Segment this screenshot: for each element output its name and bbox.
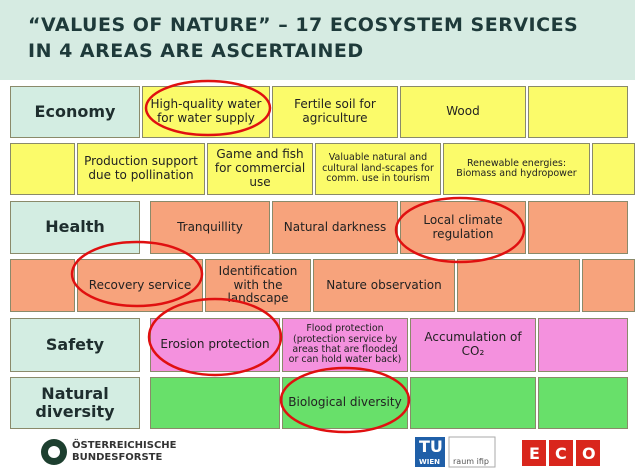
- area-label: Safety: [10, 318, 140, 372]
- logo-text: ÖSTERREICHISCHE BUNDESFORSTE: [72, 440, 176, 463]
- empty-brick: [582, 259, 635, 312]
- empty-brick: [150, 377, 280, 429]
- logo-line: BUNDESFORSTE: [72, 451, 163, 463]
- service-brick: Valuable natural and cultural land-scape…: [315, 143, 441, 195]
- logo-text: raum ifip: [453, 457, 489, 466]
- logo-text: TU: [419, 437, 443, 456]
- title-line: “VALUES OF NATURE” – 17 ECOSYSTEM SERVIC…: [28, 14, 579, 36]
- empty-brick: [457, 259, 580, 312]
- title-line: IN 4 AREAS ARE ASCERTAINED: [28, 40, 364, 62]
- logo-line: ÖSTERREICHISCHE: [72, 440, 177, 451]
- service-brick: Tranquillity: [150, 201, 270, 254]
- service-brick: Flood protection (protection service by …: [282, 318, 408, 372]
- service-brick: Renewable energies: Biomass and hydropow…: [443, 143, 590, 195]
- area-label: Economy: [10, 86, 140, 138]
- empty-brick: [528, 86, 628, 138]
- service-brick: Local climate regulation: [400, 201, 526, 254]
- service-brick: Production support due to pollination: [77, 143, 205, 195]
- service-brick: Fertile soil for agriculture: [272, 86, 398, 138]
- empty-brick: [592, 143, 635, 195]
- empty-brick: [10, 143, 75, 195]
- logo-text: C: [555, 444, 567, 463]
- service-brick: Biological diversity: [282, 377, 408, 429]
- empty-brick: [410, 377, 536, 429]
- empty-brick: [538, 377, 628, 429]
- service-brick: Wood: [400, 86, 526, 138]
- service-brick: Erosion protection: [150, 318, 280, 372]
- empty-brick: [538, 318, 628, 372]
- area-label: Health: [10, 201, 140, 254]
- logo-text: WIEN: [419, 458, 440, 466]
- logo-icon: [48, 446, 60, 458]
- service-brick: Nature observation: [313, 259, 455, 312]
- service-brick: High-quality water for water supply: [142, 86, 270, 138]
- title-bar: “VALUES OF NATURE” – 17 ECOSYSTEM SERVIC…: [0, 0, 635, 80]
- area-label: Natural diversity: [10, 377, 140, 429]
- service-brick: Identification with the landscape: [205, 259, 311, 312]
- service-brick: Accumulation of CO₂: [410, 318, 536, 372]
- empty-brick: [528, 201, 628, 254]
- service-brick: Recovery service: [77, 259, 203, 312]
- service-brick: Natural darkness: [272, 201, 398, 254]
- empty-brick: [10, 259, 75, 312]
- service-brick: Game and fish for commercial use: [207, 143, 313, 195]
- logo-text: O: [582, 444, 596, 463]
- logo-icon: [41, 439, 67, 465]
- logo-text: E: [529, 444, 540, 463]
